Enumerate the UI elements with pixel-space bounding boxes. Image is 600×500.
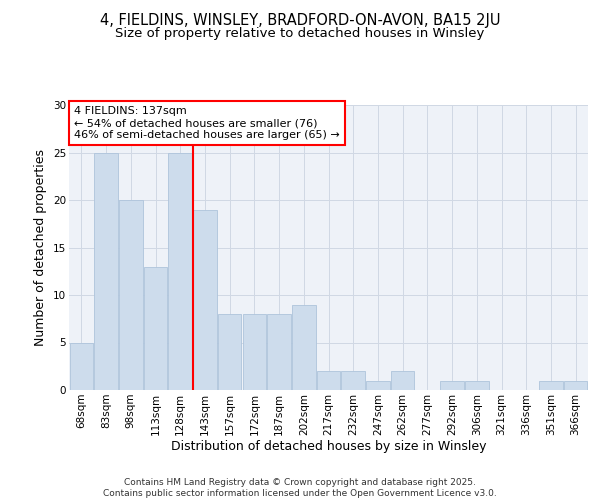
Bar (242, 314, 266, 390)
Bar (268, 314, 291, 390)
Y-axis label: Number of detached properties: Number of detached properties (34, 149, 47, 346)
Bar (341, 371, 365, 390)
Bar (94, 152, 118, 390)
Bar (564, 380, 587, 390)
Text: Size of property relative to detached houses in Winsley: Size of property relative to detached ho… (115, 28, 485, 40)
Bar (119, 200, 143, 390)
Bar (144, 266, 167, 390)
Bar (218, 314, 241, 390)
Text: Contains HM Land Registry data © Crown copyright and database right 2025.
Contai: Contains HM Land Registry data © Crown c… (103, 478, 497, 498)
Bar (70, 342, 93, 390)
Bar (440, 380, 464, 390)
Bar (193, 210, 217, 390)
Bar (317, 371, 340, 390)
Bar (292, 304, 316, 390)
Text: 4 FIELDINS: 137sqm
← 54% of detached houses are smaller (76)
46% of semi-detache: 4 FIELDINS: 137sqm ← 54% of detached hou… (74, 106, 340, 140)
Bar (169, 152, 192, 390)
Bar (366, 380, 389, 390)
Text: 4, FIELDINS, WINSLEY, BRADFORD-ON-AVON, BA15 2JU: 4, FIELDINS, WINSLEY, BRADFORD-ON-AVON, … (100, 12, 500, 28)
X-axis label: Distribution of detached houses by size in Winsley: Distribution of detached houses by size … (171, 440, 486, 454)
Bar (391, 371, 415, 390)
Bar (465, 380, 488, 390)
Bar (539, 380, 563, 390)
